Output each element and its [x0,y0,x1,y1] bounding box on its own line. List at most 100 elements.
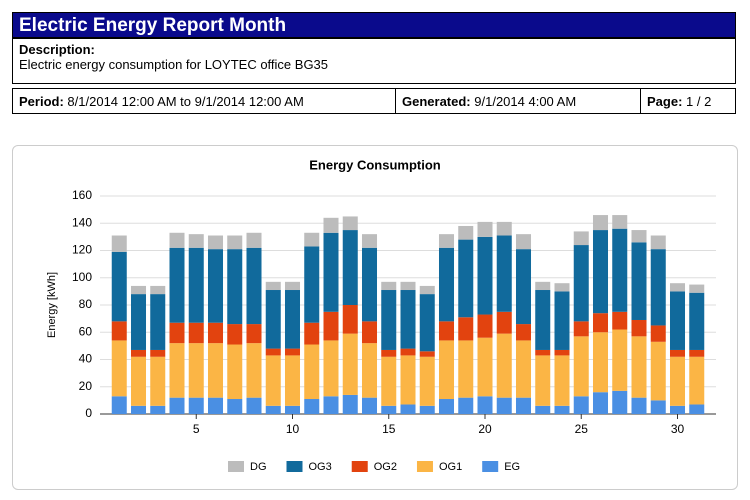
bar-segment [361,234,378,248]
bar-segment [188,247,204,323]
x-tick-label: 10 [286,422,300,436]
bar-segment [227,249,243,325]
bar-segment [669,291,686,350]
bar-segment [554,405,570,414]
bar-segment [477,221,493,237]
bar-segment [188,397,204,414]
y-tick-label: 40 [79,352,93,366]
bar-segment [381,281,397,291]
bar-segment [419,405,435,414]
bar-segment [284,405,301,414]
page-cell: Page: 1 / 2 [641,89,735,113]
period-label: Period: [19,94,64,109]
bar-segment [419,356,435,406]
legend-swatch [482,461,499,472]
bar-segment [650,249,666,326]
bar-segment [227,324,243,345]
generated-value: 9/1/2014 4:00 AM [474,94,577,109]
bar-segment [150,349,166,357]
legend-swatch [351,461,368,472]
bar-segment [650,341,666,401]
bar-segment [207,343,224,398]
bar-segment [477,314,493,338]
bar-segment [592,392,609,414]
y-tick-label: 100 [72,270,92,284]
bar-segment [246,324,262,344]
bar-segment [361,321,378,344]
bar-segment [265,405,281,414]
legend-swatch [416,461,433,472]
bar-segment [689,284,705,293]
bar-segment [111,321,127,341]
bar-segment [381,405,397,414]
bar-segment [323,396,339,414]
bar-segment [361,343,378,398]
bar-segment [669,283,686,292]
bar-segment [535,290,551,350]
report-title: Electric Energy Report Month [12,12,736,38]
bar-segment [169,247,185,323]
bar-segment [554,291,570,350]
bar-segment [150,405,166,414]
bar-segment [150,285,166,295]
bar-segment [246,232,262,248]
bar-segment [169,322,185,344]
bar-segment [592,215,609,231]
legend-label: DG [250,461,267,473]
bar-segment [458,225,474,240]
legend-label: OG1 [439,461,462,473]
x-tick-label: 15 [382,422,396,436]
legend-label: OG3 [309,461,332,473]
bar-segment [400,348,416,356]
bar-segment [592,313,609,333]
bar-segment [438,234,455,248]
period-value: 8/1/2014 12:00 AM to 9/1/2014 12:00 AM [67,94,304,109]
bar-segment [554,355,570,406]
bar-segment [342,216,358,231]
y-axis-label: Energy [kWh] [46,272,58,338]
bar-segment [111,251,127,322]
bar-segment [631,319,647,337]
bar-segment [458,340,474,398]
bar-segment [515,324,532,341]
x-tick-label: 25 [575,422,589,436]
bar-segment [323,217,339,233]
bar-segment [554,349,570,356]
page-label: Page: [647,94,683,109]
bar-segment [419,294,435,352]
bar-segment [400,290,416,349]
bar-segment [419,351,435,357]
bar-segment [535,355,551,406]
generated-cell: Generated: 9/1/2014 4:00 AM [396,89,641,113]
bar-segment [342,230,358,305]
bar-segment [669,356,686,406]
bar-segment [573,231,589,246]
bar-segment [554,283,570,292]
bar-segment [438,399,455,414]
bar-segment [342,394,358,414]
bar-segment [650,325,666,342]
bar-segment [207,322,224,344]
bar-segment [573,321,589,337]
bar-segment [689,404,705,414]
bar-segment [304,322,320,345]
bar-segment [438,340,455,400]
bar-segment [342,305,358,334]
bar-segment [458,397,474,414]
bar-segment [631,242,647,320]
bar-segment [130,285,147,295]
y-tick-label: 60 [79,324,93,338]
legend-swatch [228,461,244,472]
bar-segment [669,405,686,414]
period-cell: Period: 8/1/2014 12:00 AM to 9/1/2014 12… [13,89,396,113]
bar-segment [130,294,147,350]
meta-row: Period: 8/1/2014 12:00 AM to 9/1/2014 12… [12,88,736,114]
bar-segment [496,311,512,334]
bar-segment [323,232,339,312]
bar-segment [265,355,281,406]
bar-segment [612,311,628,330]
bar-segment [169,397,185,414]
bar-segment [515,397,532,414]
bar-segment [477,396,493,414]
legend-label: EG [504,461,520,473]
